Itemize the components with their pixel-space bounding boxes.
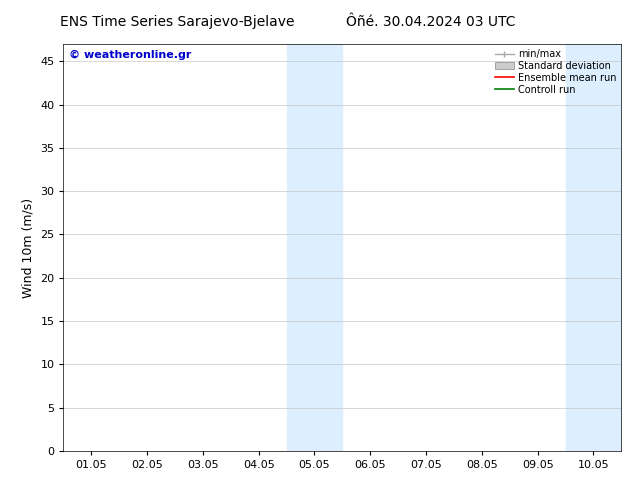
Text: Ôñé. 30.04.2024 03 UTC: Ôñé. 30.04.2024 03 UTC	[346, 15, 516, 29]
Bar	[566, 44, 621, 451]
Bar	[287, 44, 342, 451]
Text: © weatheronline.gr: © weatheronline.gr	[69, 50, 191, 60]
Y-axis label: Wind 10m (m/s): Wind 10m (m/s)	[22, 197, 35, 297]
Text: ENS Time Series Sarajevo-Bjelave: ENS Time Series Sarajevo-Bjelave	[60, 15, 295, 29]
Legend: min/max, Standard deviation, Ensemble mean run, Controll run: min/max, Standard deviation, Ensemble me…	[493, 47, 618, 97]
